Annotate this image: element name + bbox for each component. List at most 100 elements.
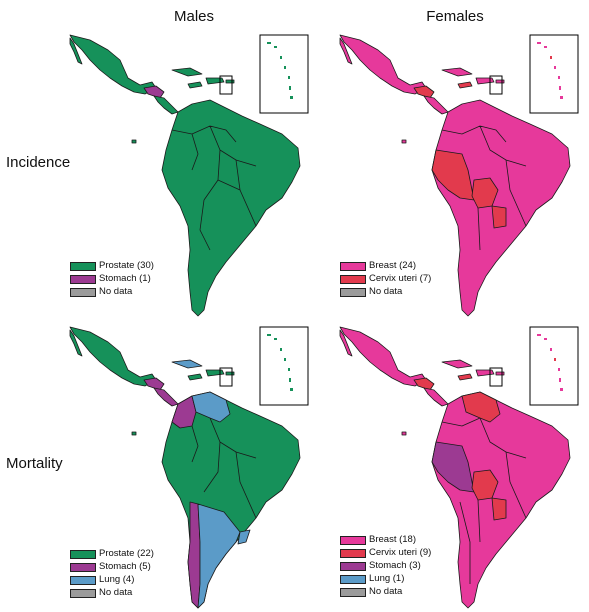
legend-label: No data [99, 587, 133, 598]
legend-swatch [70, 549, 96, 559]
legend-swatch [340, 274, 366, 284]
legend-swatch [340, 548, 366, 558]
map-panel-incidence-females: Breast (24) Cervix uteri (7) No data [330, 30, 589, 320]
region-central-america-south [153, 95, 179, 115]
legend-item: Breast (24) [340, 260, 431, 272]
caribbean-islands [171, 359, 235, 381]
region-borders [441, 125, 527, 251]
caribbean-islands [441, 67, 505, 89]
region-borders [441, 417, 527, 584]
region-peru [431, 149, 475, 201]
legend-swatch [340, 261, 366, 271]
row-title-incidence: Incidence [6, 154, 71, 171]
legend-swatch [340, 587, 366, 597]
legend-item: No data [340, 586, 431, 598]
region-colombia [171, 395, 197, 429]
legend: Prostate (22) Stomach (5) Lung (4) No da… [70, 548, 154, 600]
inset-islands [537, 42, 563, 99]
legend-item: Stomach (5) [70, 561, 154, 573]
region-argentina [197, 503, 241, 609]
region-borders [171, 125, 257, 251]
caribbean-inset [259, 34, 309, 114]
inset-islands [267, 42, 293, 99]
legend-label: Breast (18) [369, 534, 416, 545]
inset-islands [267, 334, 293, 391]
legend-swatch [70, 588, 96, 598]
caribbean-inset [529, 34, 579, 114]
region-mexico [69, 326, 157, 387]
legend-label: Breast (24) [369, 260, 416, 271]
region-baja [69, 37, 83, 65]
legend-item: Prostate (22) [70, 548, 154, 560]
legend: Prostate (30) Stomach (1) No data [70, 260, 154, 299]
column-title-females: Females [426, 8, 484, 25]
legend-item: Stomach (3) [340, 560, 431, 572]
region-borders [191, 417, 257, 519]
region-chile [187, 501, 201, 609]
legend-swatch [340, 287, 366, 297]
legend-item: Lung (4) [70, 574, 154, 586]
legend-swatch [340, 535, 366, 545]
map-panel-mortality-females: Breast (18) Cervix uteri (9) Stomach (3)… [330, 322, 589, 612]
legend-label: Stomach (5) [99, 561, 151, 572]
legend-label: Lung (1) [369, 573, 405, 584]
region-venezuela [191, 391, 231, 423]
region-baja [339, 37, 353, 65]
inset-marker [219, 367, 233, 387]
map-svg [69, 326, 309, 609]
map-svg [69, 34, 309, 317]
region-cuba-small [401, 139, 407, 144]
region-cuba-small [131, 431, 137, 436]
region-venezuela [461, 391, 501, 423]
legend-label: No data [99, 286, 133, 297]
region-central-america-south [423, 387, 449, 407]
map-panel-incidence-males: Prostate (30) Stomach (1) No data [60, 30, 330, 320]
legend-label: Lung (4) [99, 574, 135, 585]
legend-label: No data [369, 286, 403, 297]
row-title-mortality: Mortality [6, 455, 63, 472]
region-mexico [339, 34, 427, 95]
legend-item: No data [70, 286, 154, 298]
region-central-america-south [153, 387, 179, 407]
region-peru [431, 441, 475, 493]
legend-label: Cervix uteri (7) [369, 273, 432, 284]
legend-item: Breast (18) [340, 534, 431, 546]
legend-swatch [340, 561, 366, 571]
caribbean-inset [259, 326, 309, 406]
legend-item: Lung (1) [340, 573, 431, 585]
map-panel-mortality-males: Prostate (22) Stomach (5) Lung (4) No da… [60, 322, 330, 612]
region-mexico [69, 34, 157, 95]
region-mexico [339, 326, 427, 387]
legend-swatch [70, 562, 96, 572]
legend-label: Prostate (30) [99, 260, 154, 271]
map-svg [339, 326, 579, 609]
region-central-america-south [423, 95, 449, 115]
legend-swatch [70, 287, 96, 297]
inset-marker [489, 75, 503, 95]
legend-item: Stomach (1) [70, 273, 154, 285]
region-cuba-small [401, 431, 407, 436]
legend-label: No data [369, 586, 403, 597]
legend-label: Stomach (1) [99, 273, 151, 284]
legend-item: No data [70, 587, 154, 599]
region-paraguay [491, 497, 507, 521]
column-title-males: Males [173, 8, 214, 25]
region-baja [69, 329, 83, 357]
legend-swatch [340, 574, 366, 584]
region-south-america [161, 99, 301, 317]
region-baja [339, 329, 353, 357]
caribbean-islands [441, 359, 505, 381]
map-svg [339, 34, 579, 317]
legend-item: Cervix uteri (9) [340, 547, 431, 559]
legend-label: Cervix uteri (9) [369, 547, 432, 558]
region-paraguay [491, 205, 507, 229]
legend-swatch [70, 261, 96, 271]
legend-label: Stomach (3) [369, 560, 421, 571]
legend-swatch [70, 274, 96, 284]
legend-swatch [70, 575, 96, 585]
legend: Breast (24) Cervix uteri (7) No data [340, 260, 431, 299]
legend: Breast (18) Cervix uteri (9) Stomach (3)… [340, 534, 431, 599]
legend-item: No data [340, 286, 431, 298]
region-cuba-small [131, 139, 137, 144]
caribbean-inset [529, 326, 579, 406]
